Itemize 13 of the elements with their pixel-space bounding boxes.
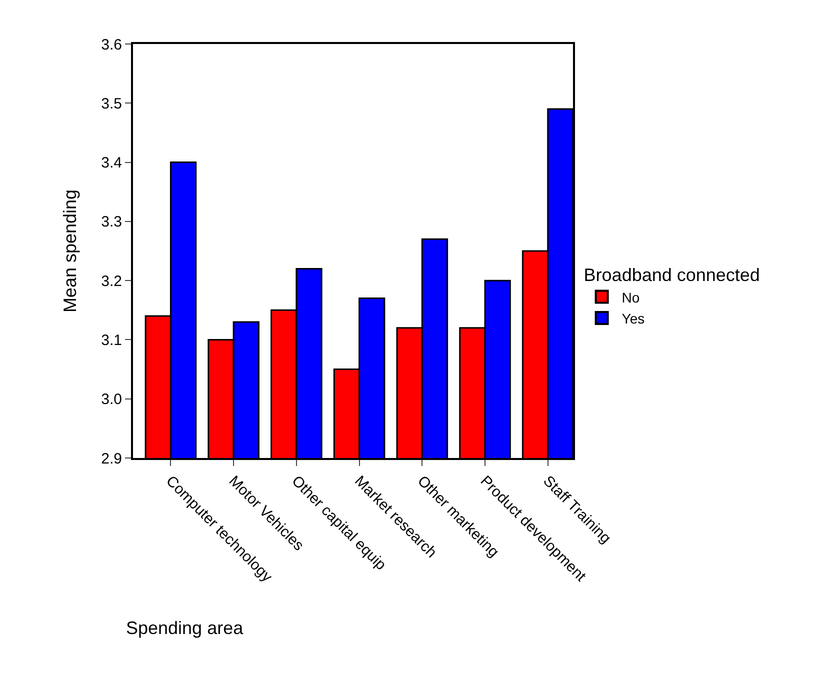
y-tick-label: 2.9 [101, 450, 122, 468]
y-axis-title: Mean spending [60, 189, 80, 313]
y-tick-label: 3.4 [101, 154, 122, 172]
y-tick-label: 3.0 [101, 391, 122, 408]
y-tick-label: 3.5 [101, 95, 122, 112]
y-tick-label: 3.1 [101, 332, 122, 349]
y-tick-label: 3.3 [101, 214, 122, 231]
x-axis-title: Spending area [126, 618, 244, 638]
legend-title: Broadband connected [584, 265, 760, 286]
y-tick-label: 3.6 [101, 36, 122, 54]
legend-label: Yes [622, 310, 645, 326]
legend-label: No [622, 289, 640, 306]
y-tick-label: 3.2 [101, 272, 122, 290]
